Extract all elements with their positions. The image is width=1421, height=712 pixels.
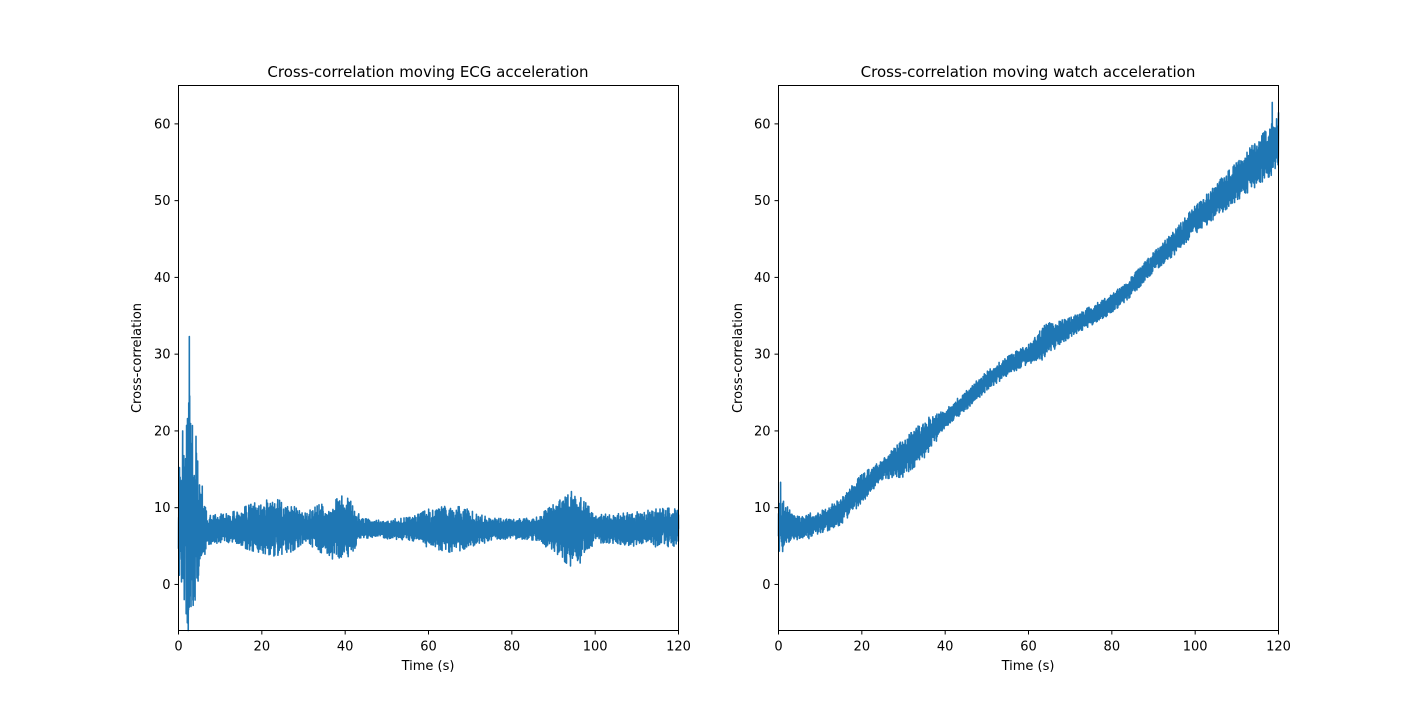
- right-y-axis-label: Cross-correlation: [731, 303, 746, 413]
- left-subplot: Cross-correlation moving ECG acceleratio…: [130, 63, 691, 674]
- right-x-tick-label-3: 60: [1020, 640, 1037, 655]
- right-y-tick-label-3: 30: [754, 348, 771, 363]
- right-y-tick-label-6: 60: [754, 117, 771, 132]
- left-x-tick-label-2: 40: [337, 640, 354, 655]
- right-axes-frame: [778, 85, 1279, 631]
- left-y-axis-label: Cross-correlation: [130, 303, 145, 413]
- left-x-tick-label-1: 20: [254, 640, 271, 655]
- left-y-tick-label-1: 10: [154, 501, 171, 516]
- left-y-tick-label-3: 30: [154, 348, 171, 363]
- left-axis-ticks: 0 20 40 60 80 100 120 0 10 20 30 40 50 60: [154, 117, 691, 654]
- right-subplot: Cross-correlation moving watch accelerat…: [731, 63, 1291, 674]
- right-x-tick-label-0: 0: [774, 640, 782, 655]
- right-axis-ticks: 0 20 40 60 80 100 120 0 10 20 30 40 50 60: [754, 117, 1291, 654]
- left-series-line-0: [177, 335, 680, 632]
- right-x-tick-label-5: 100: [1183, 640, 1208, 655]
- left-x-tick-label-3: 60: [420, 640, 437, 655]
- right-x-tick-label-1: 20: [854, 640, 871, 655]
- right-y-tick-label-5: 50: [754, 194, 771, 209]
- right-y-tick-label-1: 10: [754, 501, 771, 516]
- left-axes-frame: [178, 85, 679, 631]
- right-x-tick-label-2: 40: [937, 640, 954, 655]
- left-x-tick-label-0: 0: [174, 640, 182, 655]
- left-x-tick-label-6: 120: [666, 640, 691, 655]
- right-y-tick-label-0: 0: [762, 578, 770, 593]
- right-x-tick-label-6: 120: [1266, 640, 1291, 655]
- right-x-axis-label: Time (s): [1001, 659, 1055, 674]
- right-y-tick-label-4: 40: [754, 271, 771, 286]
- right-x-tick-label-4: 80: [1104, 640, 1121, 655]
- left-y-tick-label-0: 0: [162, 578, 170, 593]
- left-y-tick-label-2: 20: [154, 424, 171, 439]
- left-series-group: [177, 335, 680, 632]
- left-x-tick-label-4: 80: [504, 640, 521, 655]
- left-x-axis-label: Time (s): [401, 659, 455, 674]
- left-y-tick-label-5: 50: [154, 194, 171, 209]
- left-chart-title: Cross-correlation moving ECG acceleratio…: [267, 63, 588, 81]
- right-series-line-0: [777, 101, 1280, 553]
- right-chart-title: Cross-correlation moving watch accelerat…: [861, 63, 1196, 81]
- left-x-tick-label-5: 100: [583, 640, 608, 655]
- left-y-tick-label-6: 60: [154, 117, 171, 132]
- right-y-tick-label-2: 20: [754, 424, 771, 439]
- left-y-tick-label-4: 40: [154, 271, 171, 286]
- right-series-group: [777, 101, 1280, 553]
